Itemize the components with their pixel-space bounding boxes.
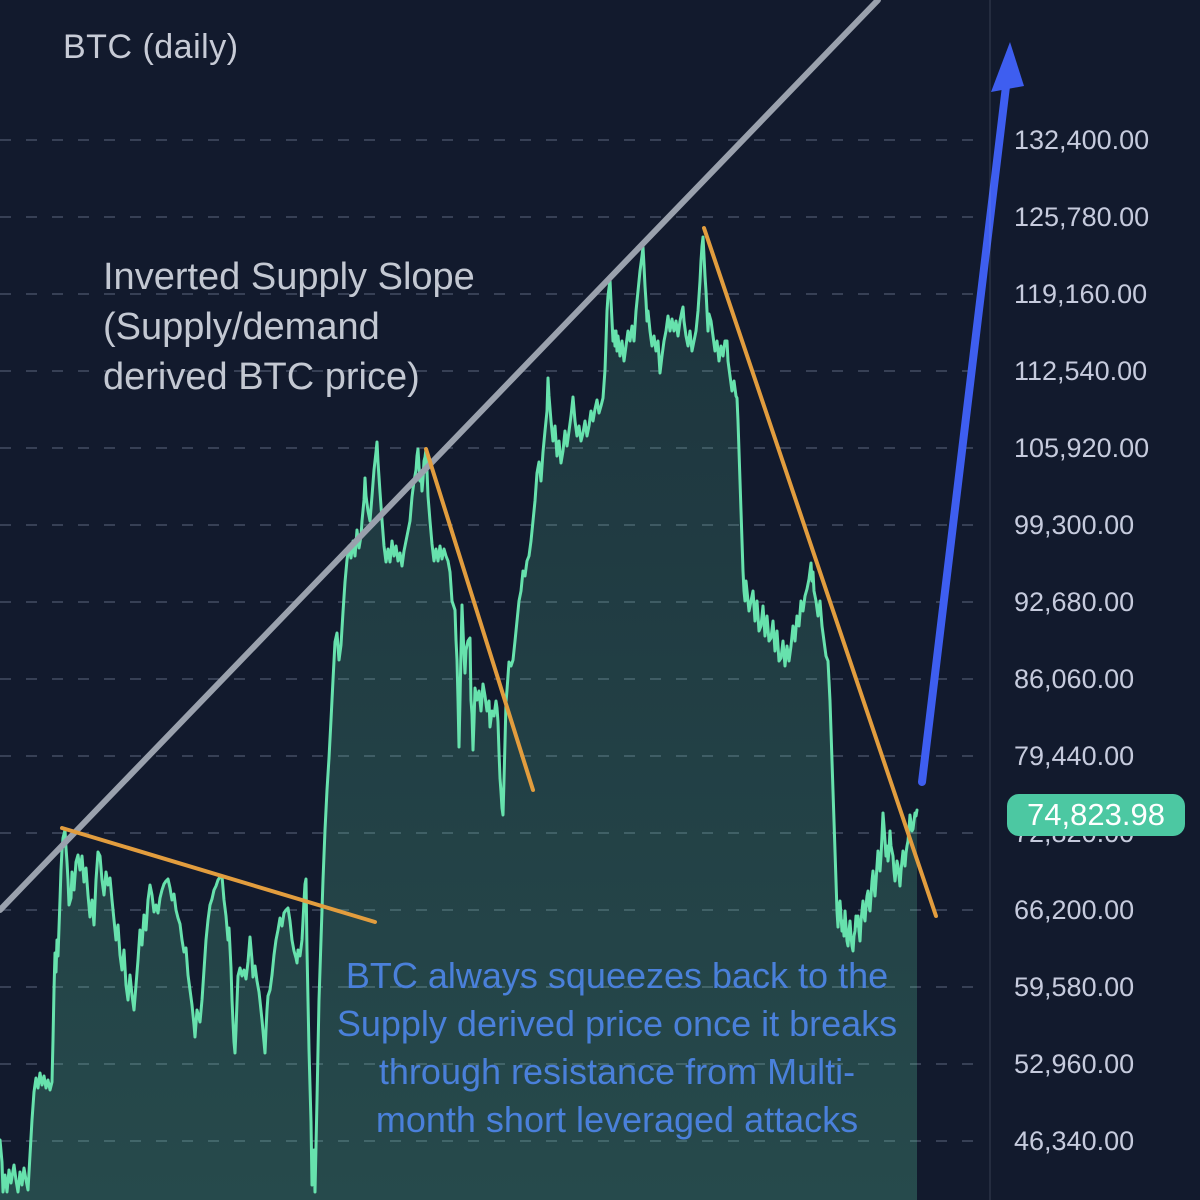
- supply-slope-annotation-line: derived BTC price): [103, 356, 420, 398]
- price-axis-label: 119,160.00: [1014, 279, 1148, 309]
- price-axis-label: 112,540.00: [1014, 356, 1148, 386]
- price-line: [0, 235, 919, 1194]
- squeeze-annotation-line: month short leveraged attacks: [375, 1099, 859, 1140]
- price-axis-label: 59,580.00: [1014, 972, 1135, 1002]
- squeeze-annotation: BTC always squeezes back to the Supply d…: [277, 952, 957, 1144]
- price-axis-label: 46,340.00: [1014, 1126, 1135, 1156]
- resistance-1-trendline[interactable]: [60, 826, 377, 924]
- squeeze-arrow-head: [991, 42, 1024, 92]
- price-axis-label: 105,920.00: [1014, 433, 1150, 463]
- price-axis-label: 125,780.00: [1014, 202, 1150, 232]
- inverted-supply-slope-trendline[interactable]: [0, 0, 881, 913]
- last-price-badge: 74,823.98: [1007, 794, 1185, 836]
- price-axis-label: 79,440.00: [1014, 741, 1135, 771]
- squeeze-annotation-line: Supply derived price once it breaks: [336, 1003, 898, 1044]
- supply-slope-annotation: Inverted Supply Slope (Supply/demand der…: [103, 252, 475, 402]
- supply-slope-annotation-line: (Supply/demand: [103, 306, 380, 348]
- resistance-2-trendline[interactable]: [424, 447, 535, 792]
- price-axis-label: 52,960.00: [1014, 1049, 1135, 1079]
- price-axis-label: 99,300.00: [1014, 510, 1135, 540]
- squeeze-annotation-line: through resistance from Multi-: [378, 1051, 856, 1092]
- squeeze-annotation-line: BTC always squeezes back to the: [345, 955, 889, 996]
- price-axis-label: 92,680.00: [1014, 587, 1135, 617]
- resistance-3-trendline[interactable]: [702, 226, 938, 918]
- price-axis-label: 86,060.00: [1014, 664, 1135, 694]
- supply-slope-annotation-line: Inverted Supply Slope: [103, 256, 475, 298]
- page-title: BTC (daily): [63, 28, 239, 66]
- squeeze-arrow-shaft[interactable]: [918, 74, 1011, 786]
- price-axis-label: 66,200.00: [1014, 895, 1135, 925]
- price-axis-label: 132,400.00: [1014, 125, 1150, 155]
